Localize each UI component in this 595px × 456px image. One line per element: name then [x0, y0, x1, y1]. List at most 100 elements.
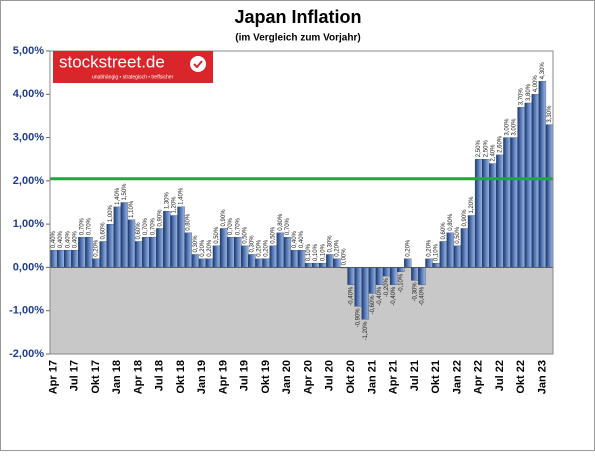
value-label: -0,60%: [370, 295, 376, 315]
x-tick-label: Apr 22: [473, 360, 485, 394]
value-label: 0,90%: [157, 209, 163, 227]
value-label: 0,20%: [335, 239, 341, 257]
value-label: -0,40%: [391, 286, 397, 306]
value-label: -0,40%: [349, 286, 355, 306]
bar: [276, 232, 284, 268]
value-label: 1,40%: [179, 187, 185, 205]
chart-subtitle: (im Vergleich zum Vorjahr): [235, 33, 360, 44]
x-tick-label: Jul 17: [69, 360, 81, 391]
bar: [241, 245, 249, 268]
value-label: 0,20%: [94, 239, 100, 257]
bar: [49, 249, 58, 268]
bar: [127, 219, 136, 268]
value-label: 0,80%: [448, 213, 454, 231]
value-label: 0,50%: [271, 226, 277, 244]
bar: [262, 258, 270, 268]
plot-border: [49, 50, 554, 355]
bar: [368, 267, 377, 294]
value-label: 0,60%: [441, 222, 447, 240]
value-label: 3,00%: [512, 118, 518, 136]
value-label: 3,80%: [526, 83, 532, 101]
bar: [396, 267, 405, 272]
bar: [163, 211, 171, 268]
x-tick-label: Apr 18: [132, 360, 144, 394]
value-label: 0,60%: [101, 222, 107, 240]
value-label: 0,70%: [79, 217, 85, 235]
value-label: 0,30%: [193, 235, 199, 253]
value-label: 0,50%: [242, 226, 248, 244]
bar: [64, 249, 72, 268]
value-label: 0,70%: [235, 217, 241, 235]
bar: [347, 267, 355, 285]
x-tick-label: Apr 21: [388, 360, 400, 394]
bar: [389, 267, 398, 285]
bar: [255, 258, 263, 268]
bar: [510, 137, 518, 268]
bar: [496, 154, 504, 268]
bar: [141, 236, 150, 268]
logo-tagline: unabhängig • strategisch • treffsicher: [92, 74, 174, 80]
value-label: 0,10%: [306, 243, 312, 261]
bar: [311, 262, 320, 268]
bar: [503, 137, 511, 268]
bar: [205, 258, 214, 268]
value-label: 0,40%: [299, 230, 305, 248]
value-label: 3,30%: [547, 105, 553, 123]
bar: [106, 223, 114, 268]
logo-box: [53, 51, 213, 83]
value-label: 0,60%: [136, 222, 142, 240]
value-label: -0,20%: [384, 277, 390, 297]
bar: [92, 258, 100, 268]
bar: [524, 102, 532, 268]
bar: [283, 236, 292, 268]
bar: [418, 267, 426, 285]
bar: [78, 236, 86, 268]
y-tick-label: -1,00%: [9, 305, 44, 317]
value-label: 4,30%: [540, 62, 546, 80]
bar: [248, 254, 256, 268]
x-tick-label: Jan 21: [366, 360, 378, 394]
bar: [234, 236, 242, 268]
x-tick-label: Jan 20: [281, 360, 293, 394]
negative-area: [50, 267, 553, 354]
bar: [531, 94, 539, 268]
bar: [191, 254, 199, 268]
value-label: 0,80%: [278, 213, 284, 231]
value-label: 0,20%: [207, 239, 213, 257]
value-label: -0,10%: [398, 273, 404, 293]
bar: [425, 258, 433, 268]
value-label: 0,40%: [51, 230, 57, 248]
value-label: 0,10%: [434, 243, 440, 261]
bar: [404, 258, 412, 268]
bar: [156, 228, 164, 268]
bar: [290, 249, 299, 268]
value-label: 0,70%: [285, 217, 291, 235]
value-label: 0,70%: [150, 217, 156, 235]
y-tick-label: 0,00%: [13, 261, 44, 273]
bar: [184, 232, 192, 268]
bar: [354, 267, 362, 307]
value-label: 3,00%: [505, 118, 511, 136]
bar: [319, 262, 327, 268]
x-tick-label: Jul 22: [494, 360, 506, 391]
bar: [482, 159, 490, 268]
bar: [460, 228, 469, 268]
x-tick-label: Jul 20: [324, 360, 336, 391]
bar: [85, 236, 93, 268]
bar: [226, 236, 235, 268]
bar: [177, 206, 185, 268]
x-tick-label: Jan 22: [451, 360, 463, 394]
logo-icon: [190, 56, 206, 72]
bar: [99, 241, 107, 268]
value-label: 1,10%: [129, 200, 135, 218]
bar: [361, 267, 369, 320]
bar: [219, 228, 228, 268]
bar: [382, 267, 391, 277]
bar: [411, 267, 419, 281]
value-label: 0,30%: [327, 235, 333, 253]
value-label: 0,50%: [455, 226, 461, 244]
value-label: -0,30%: [412, 282, 418, 302]
x-tick-label: Apr 20: [302, 360, 314, 394]
bar: [446, 232, 454, 268]
